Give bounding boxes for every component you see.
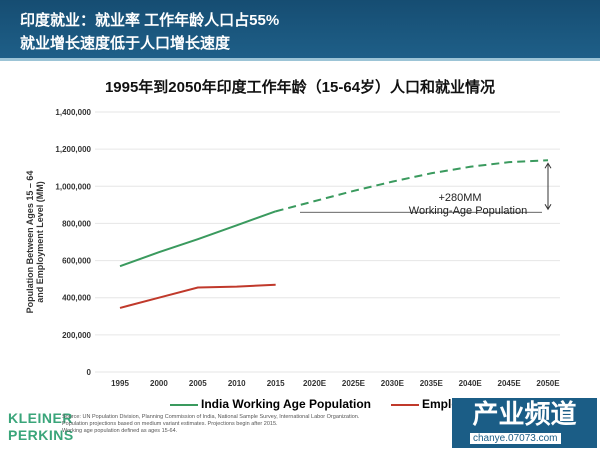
y-tick-label: 1,200,000 (55, 145, 91, 154)
header-line-2: 就业增长速度低于人口增长速度 (20, 35, 231, 52)
y-tick-label: 600,000 (62, 257, 91, 266)
source-notes: Source: UN Population Division, Planning… (62, 414, 359, 435)
x-tick-label: 2045E (498, 379, 522, 388)
source-text: Source: UN Population Division, Planning… (62, 414, 360, 420)
series-line-0 (119, 210, 276, 268)
legend: India Working Age Population Employment (170, 397, 494, 411)
x-tick-label: 2010 (228, 379, 246, 388)
watermark-url: chanye.07073.com (470, 433, 561, 444)
x-tick-label: 2035E (420, 379, 444, 388)
annotation-text: Working-Age Population (409, 205, 527, 217)
x-tick-label: 2040E (459, 379, 483, 388)
y-tick-label: 800,000 (62, 219, 91, 228)
x-tick-label: 2025E (342, 379, 366, 388)
series-line-1 (119, 283, 276, 309)
x-tick-label: 1995 (111, 379, 129, 388)
x-tick-label: 2005 (189, 379, 207, 388)
legend-item-population: India Working Age Population (170, 397, 371, 411)
y-tick-label: 400,000 (62, 294, 91, 303)
x-tick-label: 2015 (267, 379, 285, 388)
y-tick-label: 1,400,000 (55, 108, 91, 117)
y-tick-label: 200,000 (62, 331, 91, 340)
x-tick-label: 2030E (381, 379, 405, 388)
header-banner: 印度就业：就业率 工作年龄人口占55% 就业增长速度低于人口增长速度 (0, 0, 600, 61)
legend-swatch (391, 403, 419, 406)
header-line-1: 印度就业：就业率 工作年龄人口占55% (20, 12, 280, 29)
arrow-head-up (544, 162, 552, 169)
series-projection-line-0 (275, 159, 549, 213)
y-tick-label: 0 (87, 368, 92, 377)
annotation-text: +280MM (438, 192, 481, 204)
y-axis-label: Population Between Ages 15 – 64and Emplo… (25, 171, 45, 314)
legend-swatch (170, 403, 198, 406)
arrow-head-down (544, 204, 552, 211)
y-tick-label: 1,000,000 (55, 182, 91, 191)
chart-title: 1995年到2050年印度工作年龄（15-64岁）人口和就业情况 (104, 79, 496, 96)
note-text: Population projections based on medium v… (62, 421, 278, 427)
note-text: Working age population defined as ages 1… (62, 428, 178, 434)
x-tick-label: 2020E (303, 379, 327, 388)
x-tick-label: 2050E (536, 379, 560, 388)
kleiner-perkins-logo: KLEINER PERKINS (8, 410, 74, 443)
x-tick-label: 2000 (150, 379, 168, 388)
legend-label: India Working Age Population (201, 397, 371, 411)
